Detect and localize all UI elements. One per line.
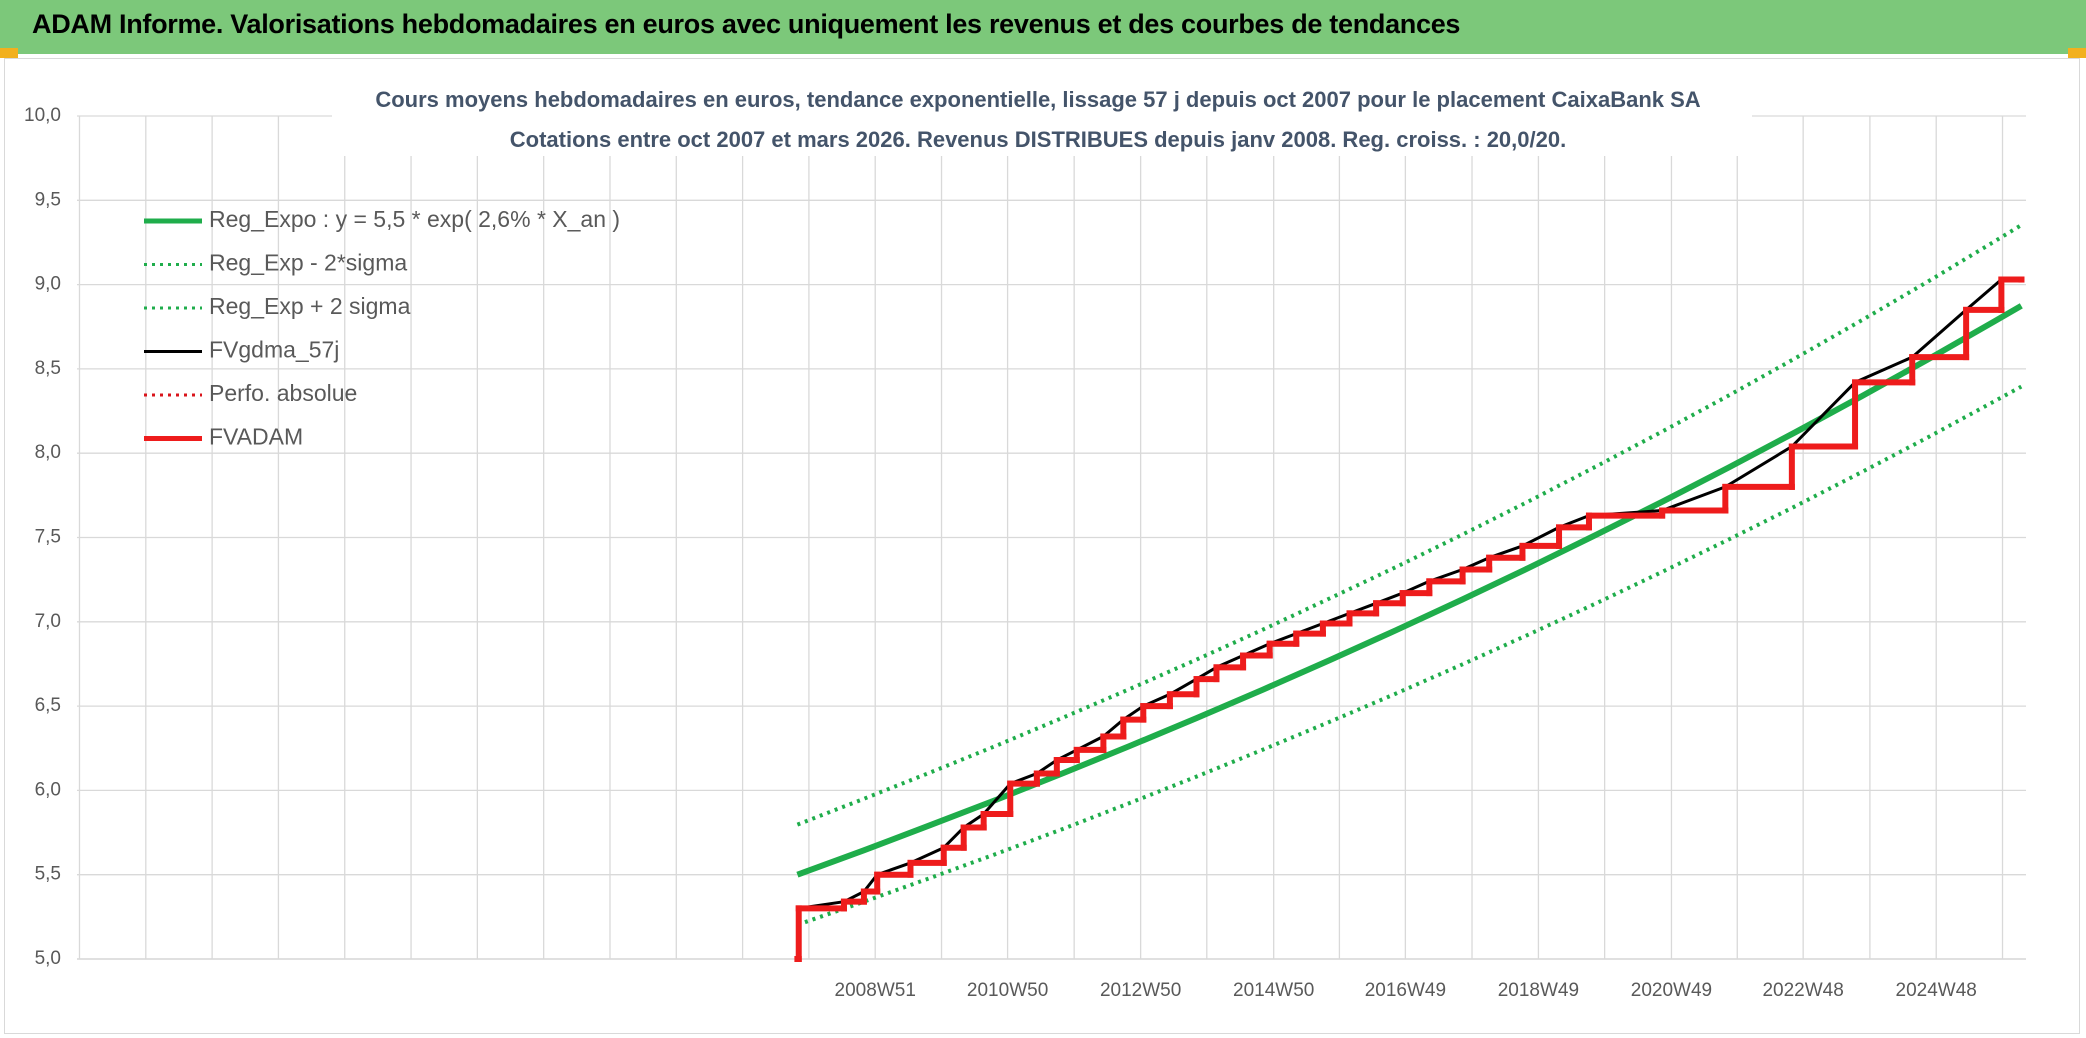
y-tick-label: 5,5 — [35, 864, 61, 885]
legend-label: Reg_Expo : y = 5,5 * exp( 2,6% * X_an ) — [209, 206, 620, 232]
legend-label: Perfo. absolue — [209, 380, 357, 406]
y-tick-label: 7,0 — [35, 611, 61, 632]
chart-frame — [4, 58, 2080, 1034]
series-line — [796, 384, 2023, 927]
y-tick-label: 8,5 — [35, 358, 61, 379]
banner-corner — [2068, 48, 2086, 58]
y-tick-label: 8,0 — [35, 442, 61, 463]
legend-label: Reg_Exp + 2 sigma — [209, 293, 411, 319]
series-line — [796, 223, 2023, 827]
x-tick-label: 2024W48 — [1896, 980, 1977, 1001]
x-tick-label: 2008W51 — [835, 980, 916, 1001]
y-tick-label: 6,0 — [35, 779, 61, 800]
chart-title: Cours moyens hebdomadaires en euros, ten… — [375, 87, 1700, 112]
legend-label: FVADAM — [209, 424, 303, 450]
legend: Reg_Expo : y = 5,5 * exp( 2,6% * X_an ) R… — [144, 206, 620, 450]
banner: ADAM Informe. Valorisations hebdomadaire… — [0, 0, 2086, 58]
x-tick-label: 2012W50 — [1100, 980, 1181, 1001]
x-tick-label: 2020W49 — [1631, 980, 1712, 1001]
x-tick-label: 2016W49 — [1365, 980, 1446, 1001]
legend-label: Reg_Exp - 2*sigma — [209, 250, 407, 276]
x-tick-label: 2018W49 — [1498, 980, 1579, 1001]
x-tick-label: 2022W48 — [1762, 980, 1843, 1001]
y-tick-label: 10,0 — [24, 105, 61, 126]
y-tick-label: 9,0 — [35, 274, 61, 295]
x-tick-label: 2010W50 — [967, 980, 1048, 1001]
y-tick-label: 5,0 — [35, 948, 61, 969]
plot — [794, 223, 2025, 962]
banner-title: ADAM Informe. Valorisations hebdomadaire… — [32, 9, 1461, 39]
banner-corner — [0, 48, 18, 58]
y-tick-label: 7,5 — [35, 527, 61, 548]
legend-label: FVgdma_57j — [209, 337, 339, 363]
x-tick-label: 2014W50 — [1233, 980, 1314, 1001]
chart-subtitle: Cotations entre oct 2007 et mars 2026. R… — [510, 127, 1566, 152]
y-tick-label: 9,5 — [35, 189, 61, 210]
title-backdrop — [332, 84, 1752, 156]
grid: 5,0 5,5 6,0 6,5 7,0 7,5 8,0 8,5 9,0 9,5 10,0 2008W5… — [24, 105, 2026, 1001]
y-tick-label: 6,5 — [35, 695, 61, 716]
